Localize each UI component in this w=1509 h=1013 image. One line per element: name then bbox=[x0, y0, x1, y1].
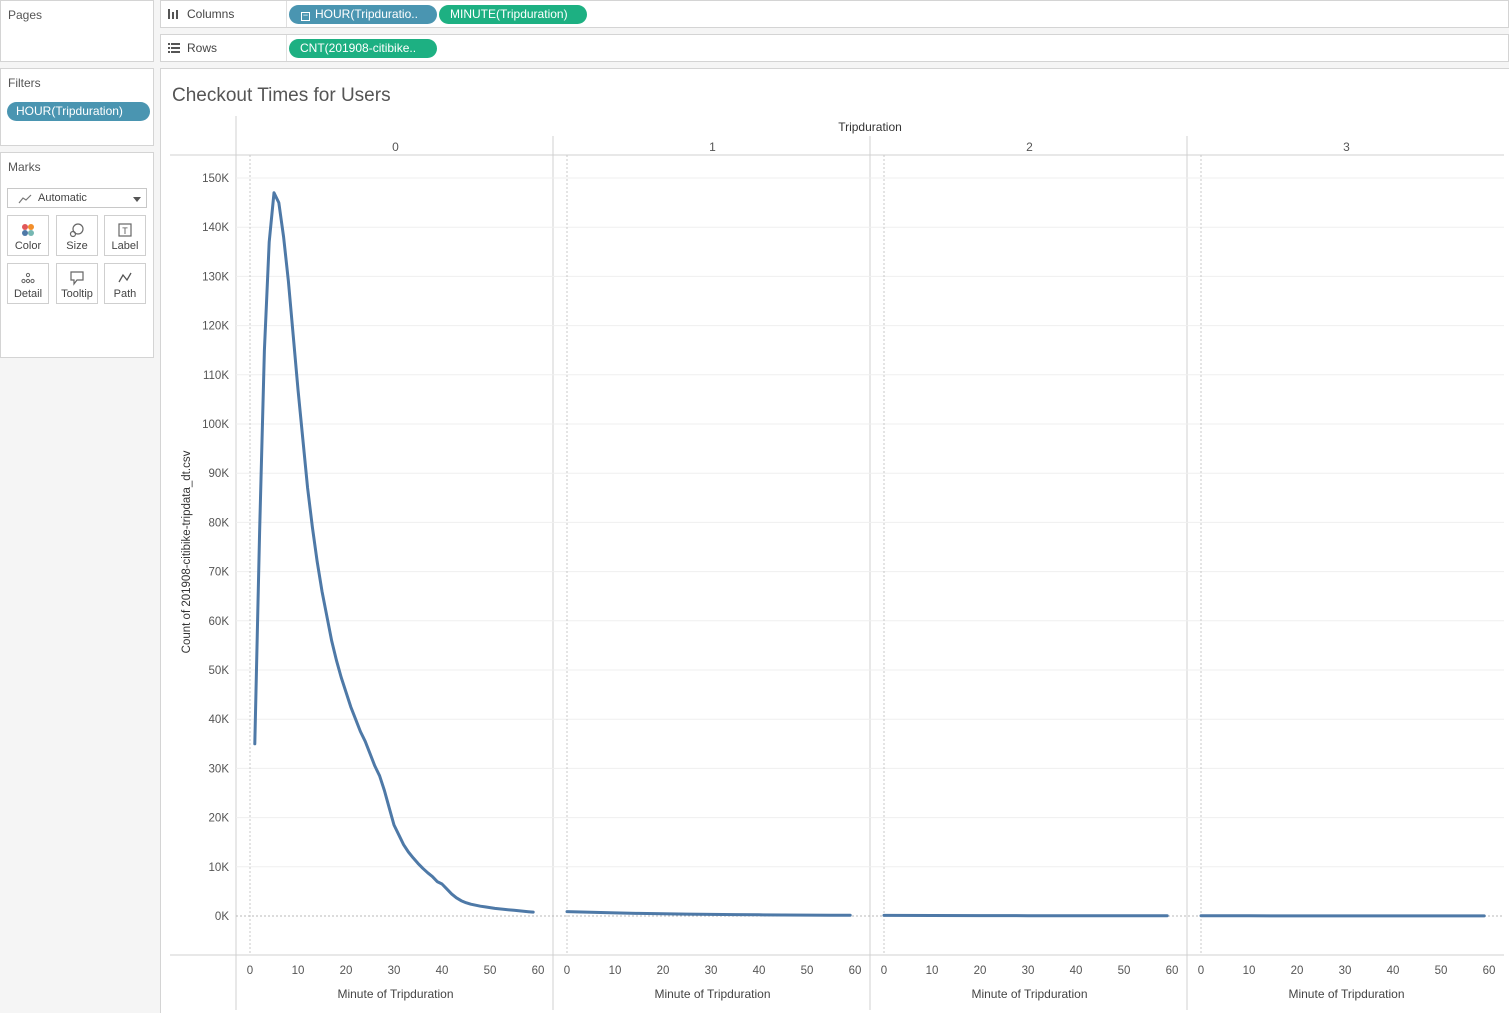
path-button[interactable]: Path bbox=[104, 263, 146, 304]
label-button[interactable]: T Label bbox=[104, 215, 146, 256]
filter-pill-hour[interactable]: HOUR(Tripduration) bbox=[7, 102, 150, 121]
path-label: Path bbox=[113, 288, 137, 300]
detail-icon bbox=[21, 272, 35, 284]
line-mark-icon bbox=[18, 194, 32, 204]
color-label: Color bbox=[14, 240, 42, 252]
detail-button[interactable]: Detail bbox=[7, 263, 49, 304]
tooltip-button[interactable]: Tooltip bbox=[56, 263, 98, 304]
filters-card[interactable]: Filters HOUR(Tripduration) bbox=[0, 68, 154, 146]
rows-label: Rows bbox=[187, 41, 218, 55]
chevron-down-icon[interactable] bbox=[133, 197, 141, 202]
mark-type-dropdown[interactable]: Automatic bbox=[7, 188, 147, 208]
columns-label: Columns bbox=[187, 7, 235, 21]
collapse-icon[interactable]: − bbox=[301, 10, 310, 21]
tooltip-icon bbox=[70, 271, 84, 286]
chart-view bbox=[160, 68, 1509, 1013]
rows-icon bbox=[168, 43, 180, 53]
columns-pill-minute[interactable]: MINUTE(Tripduration) bbox=[439, 5, 587, 24]
pages-card[interactable]: Pages bbox=[0, 0, 154, 62]
path-icon bbox=[118, 272, 132, 283]
columns-pill-hour[interactable]: − HOUR(Tripduratio.. bbox=[289, 5, 437, 24]
label-icon: T bbox=[118, 223, 132, 237]
shelf-divider bbox=[286, 1, 287, 27]
size-button[interactable]: Size bbox=[56, 215, 98, 256]
svg-text:T: T bbox=[122, 226, 128, 236]
shelf-divider bbox=[286, 35, 287, 61]
size-icon bbox=[69, 223, 84, 238]
marks-title: Marks bbox=[8, 160, 41, 174]
color-button[interactable]: Color bbox=[7, 215, 49, 256]
columns-pill-hour-label: HOUR(Tripduratio.. bbox=[315, 7, 418, 21]
color-icon bbox=[22, 224, 34, 236]
rows-pill-cnt[interactable]: CNT(201908-citibike.. bbox=[289, 39, 437, 58]
tooltip-label: Tooltip bbox=[61, 288, 93, 300]
mark-type-label: Automatic bbox=[38, 192, 87, 204]
columns-shelf[interactable]: Columns − HOUR(Tripduratio.. MINUTE(Tripd… bbox=[160, 0, 1509, 28]
pages-title: Pages bbox=[8, 8, 43, 22]
rows-shelf[interactable]: Rows CNT(201908-citibike.. bbox=[160, 34, 1509, 62]
columns-icon bbox=[168, 9, 178, 19]
label-label: Label bbox=[111, 240, 139, 252]
detail-label: Detail bbox=[13, 288, 43, 300]
filters-title: Filters bbox=[8, 76, 41, 90]
size-label: Size bbox=[66, 240, 88, 252]
